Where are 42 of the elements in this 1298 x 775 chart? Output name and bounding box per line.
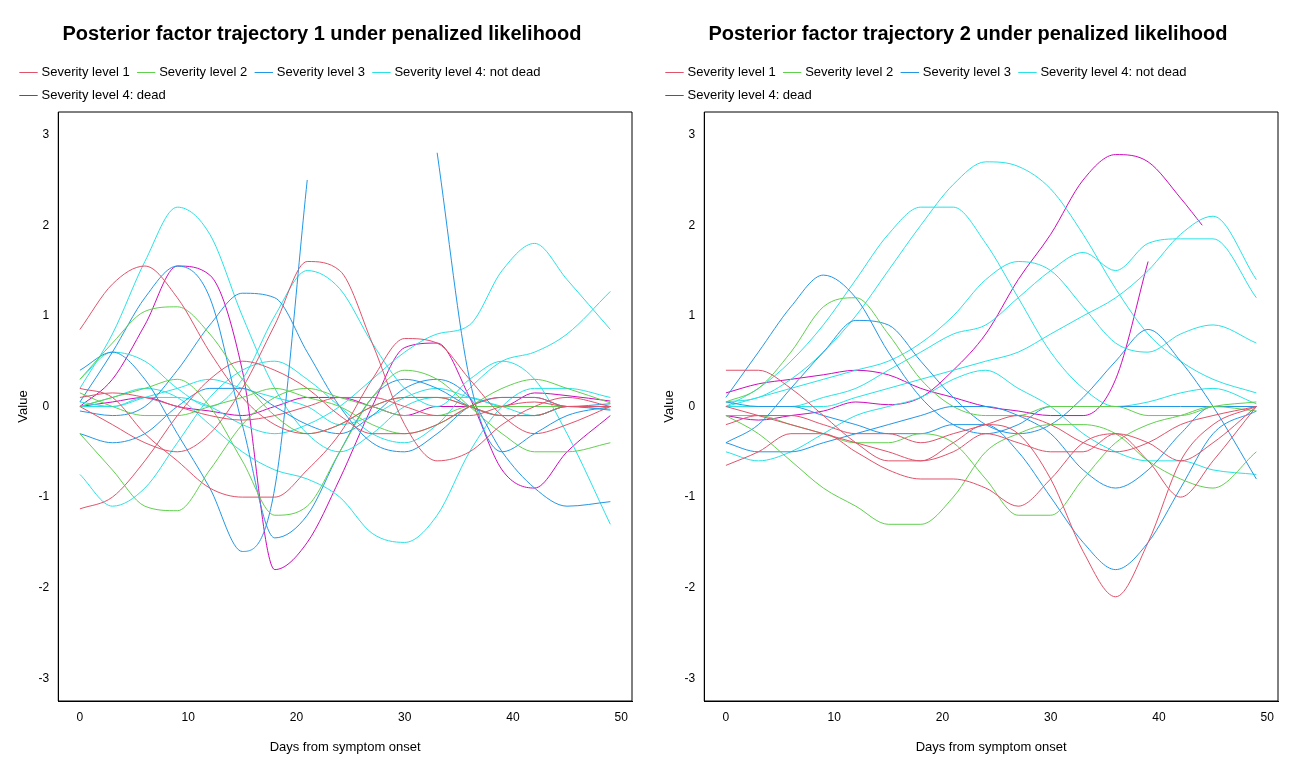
y-tick-label: -3	[38, 670, 50, 685]
x-tick-label: 10	[827, 709, 842, 724]
x-tick-label: 30	[397, 709, 412, 724]
legend-label: Severity level 4: dead	[41, 87, 166, 103]
legend-label: Severity level 4: dead	[687, 87, 812, 103]
x-tick-label: 10	[181, 709, 196, 724]
chart-title: Posterior factor trajectory 1 under penalized likelihood	[62, 21, 582, 44]
x-axis-title: Days from symptom onset	[915, 738, 1068, 754]
x-tick-label: 40	[1152, 709, 1166, 724]
y-axis-title: Value	[661, 390, 677, 423]
y-tick-label: 1	[42, 308, 50, 323]
x-tick-label: 20	[289, 709, 304, 724]
x-tick-label: 50	[614, 709, 629, 724]
y-tick-label: -1	[684, 489, 696, 504]
y-tick-label: -3	[684, 670, 696, 685]
x-tick-label: 0	[722, 709, 730, 724]
legend-label: Severity level 1	[687, 64, 776, 80]
legend-label: Severity level 3	[922, 64, 1011, 80]
x-tick-label: 40	[506, 709, 520, 724]
x-tick-label: 20	[935, 709, 950, 724]
legend-label: Severity level 4: not dead	[1040, 64, 1187, 80]
y-tick-label: 1	[688, 308, 696, 323]
legend-label: Severity level 4: not dead	[394, 64, 541, 80]
x-tick-label: 50	[1260, 709, 1275, 724]
y-tick-label: -1	[38, 489, 50, 504]
y-axis-title: Value	[15, 390, 31, 423]
y-tick-label: -2	[38, 580, 50, 595]
x-axis-title: Days from symptom onset	[269, 738, 422, 754]
y-tick-label: 0	[42, 398, 50, 413]
y-tick-label: 2	[42, 217, 50, 232]
y-tick-label: 0	[688, 398, 696, 413]
y-tick-label: 2	[688, 217, 696, 232]
legend-label: Severity level 2	[159, 64, 248, 80]
x-tick-label: 0	[76, 709, 84, 724]
legend-label: Severity level 1	[41, 64, 130, 80]
y-tick-label: 3	[42, 126, 50, 141]
x-tick-label: 30	[1043, 709, 1058, 724]
y-tick-label: 3	[688, 126, 696, 141]
legend-label: Severity level 3	[276, 64, 365, 80]
chart-title: Posterior factor trajectory 2 under penalized likelihood	[708, 21, 1228, 44]
y-tick-label: -2	[684, 580, 696, 595]
legend-label: Severity level 2	[805, 64, 894, 80]
